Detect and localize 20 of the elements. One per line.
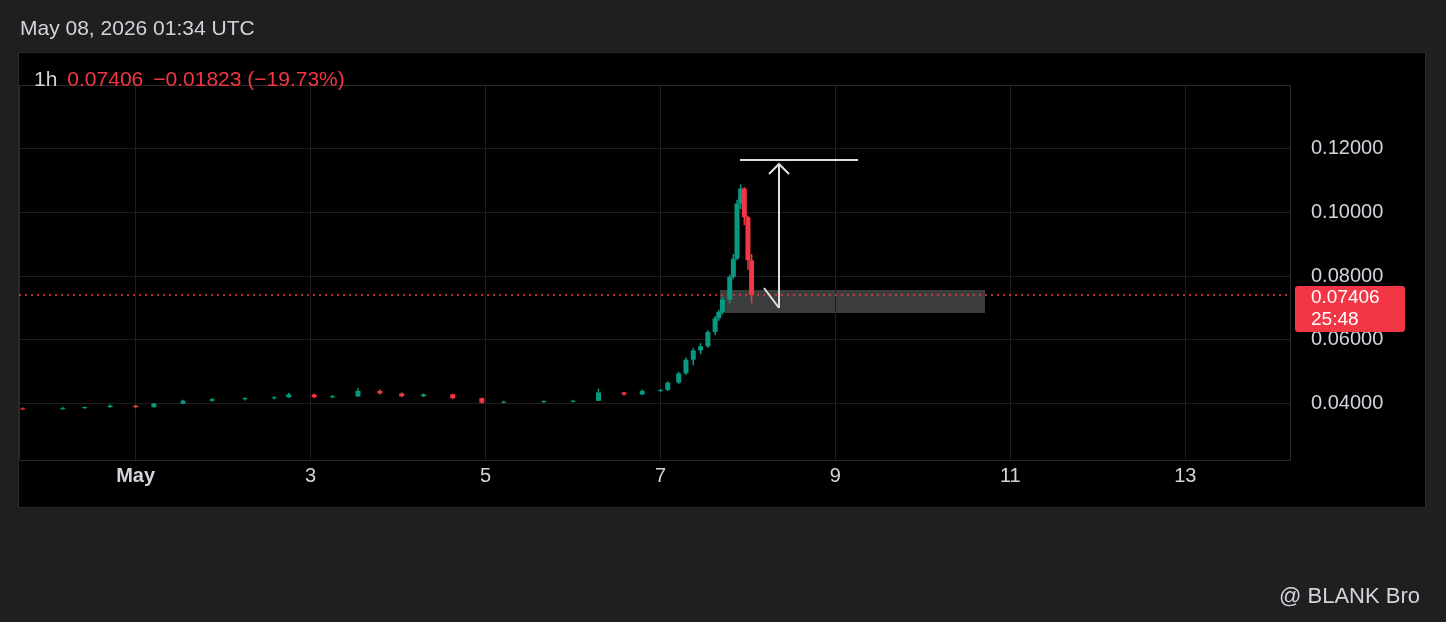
x-tick-label: 11 xyxy=(999,463,1021,486)
chart-title: 1h xyxy=(34,67,58,90)
y-tick-label: 0.08000 xyxy=(1311,263,1384,286)
x-tick-label: 7 xyxy=(654,463,667,486)
x-tick-label: May xyxy=(116,463,156,486)
x-tick-label: 9 xyxy=(829,463,841,486)
ref-line-label: 0.07406 xyxy=(1311,286,1380,308)
x-tick-label: 5 xyxy=(479,463,492,486)
x-tick-label: 13 xyxy=(1174,463,1197,486)
annotation: −0.01823 (−19.73%) xyxy=(153,67,345,90)
chart-subtitle: May 08, 2026 01:34 UTC xyxy=(20,16,255,40)
candlestick xyxy=(271,395,277,401)
text: @ BLANK Bro xyxy=(1279,583,1420,609)
text: 25:48 xyxy=(1311,308,1359,330)
y-tick-label: 0.12000 xyxy=(1311,136,1384,159)
x-tick-label: 3 xyxy=(305,463,317,486)
y-tick-label: 0.10000 xyxy=(1311,199,1384,222)
y-tick-label: 0.04000 xyxy=(1311,391,1384,414)
candlestick xyxy=(541,399,547,404)
annotation: 0.07406 xyxy=(67,67,144,90)
